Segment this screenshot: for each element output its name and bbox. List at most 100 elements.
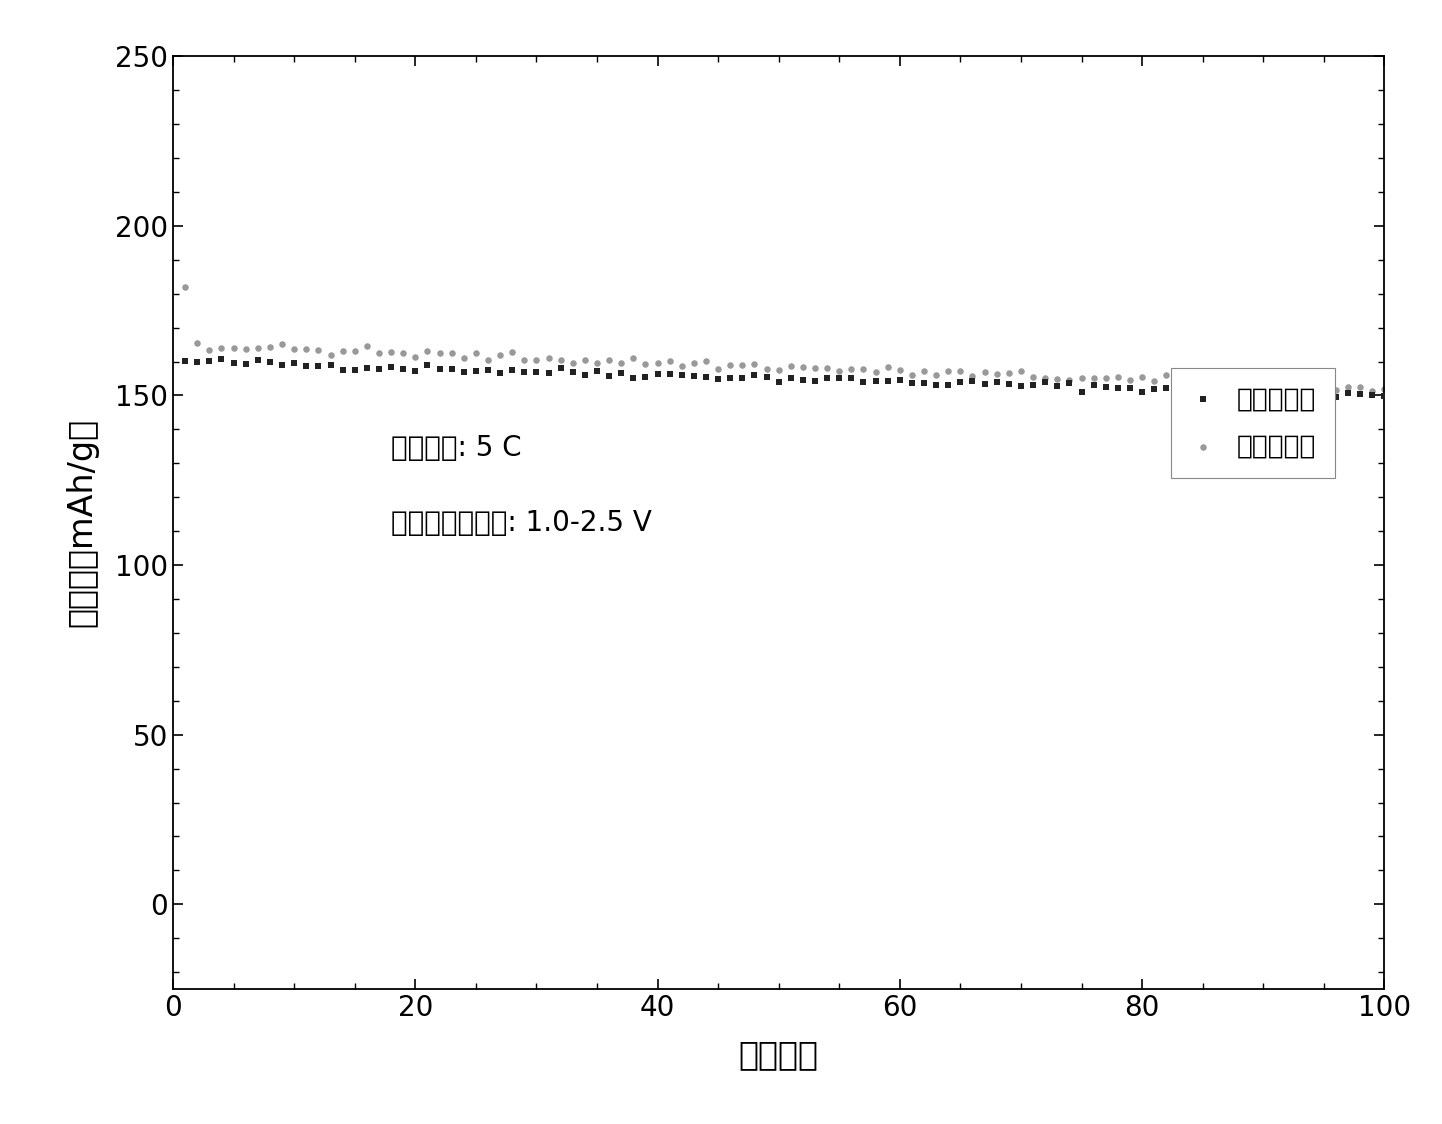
放电比容量 bbox=[913, 362, 936, 380]
放电比容量 bbox=[1361, 382, 1384, 400]
放电比容量 bbox=[949, 362, 972, 380]
充电比容量 bbox=[695, 368, 718, 386]
充电比容量 bbox=[489, 364, 512, 382]
放电比容量 bbox=[1058, 371, 1082, 389]
放电比容量 bbox=[489, 346, 512, 364]
放电比容量 bbox=[525, 351, 548, 369]
放电比容量 bbox=[294, 341, 317, 359]
充电比容量 bbox=[1216, 380, 1239, 398]
放电比容量 bbox=[1276, 380, 1299, 398]
放电比容量 bbox=[1337, 379, 1360, 397]
放电比容量 bbox=[597, 351, 620, 369]
放电比容量 bbox=[476, 351, 499, 369]
放电比容量 bbox=[682, 354, 705, 372]
充电比容量 bbox=[937, 377, 960, 395]
放电比容量 bbox=[234, 341, 257, 359]
充电比容量 bbox=[1106, 379, 1129, 397]
充电比容量 bbox=[877, 372, 900, 390]
放电比容量 bbox=[731, 356, 754, 374]
X-axis label: 循环次数: 循环次数 bbox=[738, 1039, 819, 1071]
放电比容量 bbox=[585, 354, 609, 372]
充电比容量 bbox=[1301, 384, 1324, 402]
放电比容量 bbox=[1191, 375, 1214, 393]
充电比容量 bbox=[476, 361, 499, 379]
放电比容量 bbox=[658, 352, 681, 370]
充电比容量 bbox=[597, 366, 620, 384]
充电比容量 bbox=[973, 375, 996, 393]
放电比容量 bbox=[924, 366, 947, 384]
充电比容量 bbox=[816, 370, 839, 388]
充电比容量 bbox=[294, 356, 317, 374]
充电比容量 bbox=[1263, 383, 1286, 401]
放电比容量 bbox=[828, 362, 851, 380]
放电比容量 bbox=[536, 350, 559, 368]
充电比容量 bbox=[404, 362, 427, 380]
充电比容量 bbox=[1045, 377, 1069, 395]
充电比容量 bbox=[960, 372, 983, 390]
充电比容量 bbox=[756, 369, 779, 387]
充电比容量 bbox=[186, 353, 209, 371]
放电比容量 bbox=[211, 338, 234, 356]
充电比容量 bbox=[852, 373, 875, 391]
充电比容量 bbox=[767, 373, 790, 391]
充电比容量 bbox=[1094, 378, 1118, 396]
放电比容量 bbox=[646, 354, 669, 372]
放电比容量 bbox=[186, 334, 209, 352]
充电比容量 bbox=[682, 368, 705, 386]
放电比容量 bbox=[1252, 375, 1275, 393]
充电比容量 bbox=[198, 352, 221, 370]
充电比容量 bbox=[1312, 386, 1335, 404]
放电比容量 bbox=[1373, 380, 1396, 398]
放电比容量 bbox=[222, 339, 245, 357]
放电比容量 bbox=[1142, 372, 1165, 390]
充电比容量 bbox=[222, 354, 245, 372]
充电比容量 bbox=[671, 366, 694, 384]
放电比容量 bbox=[1167, 371, 1190, 389]
充电比容量 bbox=[1058, 374, 1082, 392]
放电比容量 bbox=[1009, 362, 1032, 380]
充电比容量 bbox=[258, 353, 281, 371]
放电比容量 bbox=[1180, 375, 1203, 393]
充电比容量 bbox=[536, 364, 559, 382]
充电比容量 bbox=[1227, 381, 1250, 399]
放电比容量 bbox=[973, 363, 996, 381]
放电比容量 bbox=[634, 355, 658, 373]
充电比容量 bbox=[283, 354, 306, 372]
放电比容量 bbox=[1301, 375, 1324, 393]
充电比容量 bbox=[355, 359, 378, 377]
充电比容量 bbox=[1167, 378, 1190, 396]
充电比容量 bbox=[574, 366, 597, 384]
放电比容量 bbox=[440, 344, 463, 362]
放电比容量 bbox=[1227, 373, 1250, 391]
放电比容量 bbox=[258, 338, 281, 356]
充电比容量 bbox=[1131, 383, 1154, 401]
放电比容量 bbox=[368, 344, 391, 362]
充电比容量 bbox=[379, 357, 402, 375]
放电比容量 bbox=[864, 363, 887, 381]
充电比容量 bbox=[1348, 384, 1371, 402]
充电比容量 bbox=[415, 356, 438, 374]
充电比容量 bbox=[949, 372, 972, 390]
放电比容量 bbox=[1070, 369, 1093, 387]
充电比容量 bbox=[718, 370, 741, 388]
充电比容量 bbox=[924, 375, 947, 393]
放电比容量 bbox=[816, 359, 839, 377]
充电比容量 bbox=[1180, 382, 1203, 400]
放电比容量 bbox=[718, 356, 741, 374]
充电比容量 bbox=[368, 360, 391, 378]
充电比容量 bbox=[1191, 382, 1214, 400]
放电比容量 bbox=[247, 339, 270, 357]
充电比容量 bbox=[743, 366, 766, 384]
充电比容量 bbox=[1373, 387, 1396, 405]
充电比容量 bbox=[864, 372, 887, 390]
放电比容量 bbox=[549, 351, 572, 369]
放电比容量 bbox=[707, 360, 730, 378]
充电比容量 bbox=[913, 373, 936, 391]
充电比容量 bbox=[247, 352, 270, 370]
放电比容量 bbox=[1240, 374, 1263, 392]
放电比容量 bbox=[852, 361, 875, 379]
放电比容量 bbox=[513, 351, 536, 369]
充电比容量 bbox=[1324, 388, 1347, 406]
放电比容量 bbox=[877, 357, 900, 375]
充电比容量 bbox=[549, 360, 572, 378]
